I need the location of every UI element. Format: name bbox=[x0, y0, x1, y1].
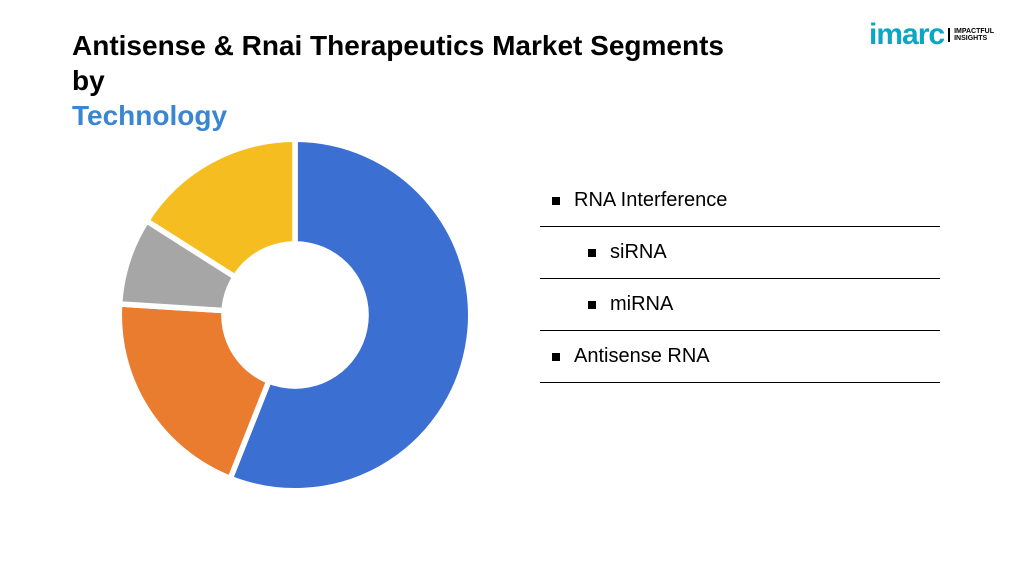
title-line-2: Technology bbox=[72, 98, 752, 133]
legend: RNA Interference siRNA miRNA Antisense RNA bbox=[540, 175, 940, 383]
bullet-icon bbox=[552, 353, 560, 361]
logo-tagline: IMPACTFUL INSIGHTS bbox=[948, 28, 994, 43]
legend-label: Antisense RNA bbox=[574, 345, 710, 368]
bullet-icon bbox=[588, 249, 596, 257]
logo-text: imarc bbox=[869, 18, 944, 52]
donut-svg bbox=[110, 130, 480, 500]
legend-label: miRNA bbox=[610, 293, 673, 316]
donut-chart bbox=[110, 130, 480, 500]
chart-title: Antisense & Rnai Therapeutics Market Seg… bbox=[72, 28, 752, 133]
brand-logo: imarc IMPACTFUL INSIGHTS bbox=[869, 18, 994, 52]
legend-label: RNA Interference bbox=[574, 189, 727, 212]
legend-item: RNA Interference bbox=[540, 175, 940, 227]
legend-item: Antisense RNA bbox=[540, 331, 940, 383]
legend-item: miRNA bbox=[540, 279, 940, 331]
logo-tagline-2: INSIGHTS bbox=[954, 35, 987, 42]
legend-item: siRNA bbox=[540, 227, 940, 279]
bullet-icon bbox=[552, 197, 560, 205]
title-line-1: Antisense & Rnai Therapeutics Market Seg… bbox=[72, 28, 752, 98]
logo-tagline-1: IMPACTFUL bbox=[954, 28, 994, 35]
legend-label: siRNA bbox=[610, 241, 667, 264]
bullet-icon bbox=[588, 301, 596, 309]
